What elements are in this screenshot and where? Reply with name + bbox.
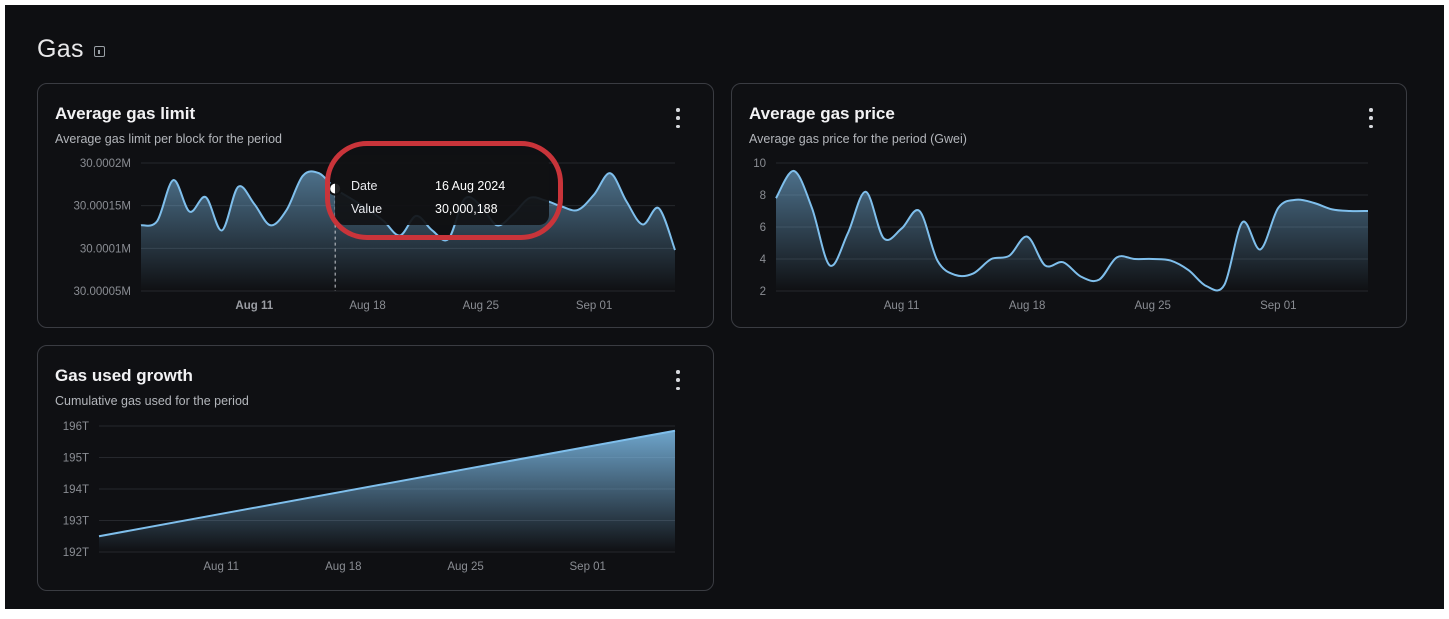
gas-used-chart[interactable]: 196T 195T 194T 193T 192T Aug 11 Aug 18 Aug 25 Se…: [38, 346, 715, 592]
info-icon[interactable]: [93, 46, 105, 57]
gas-dashboard: Gas Average gas limit Average gas limit …: [5, 5, 1444, 609]
gas-price-chart[interactable]: 10 8 6 4 2 Aug 11 Aug 18 Aug 25 Sep 01: [732, 84, 1408, 329]
y-tick-label: 194T: [63, 484, 89, 496]
y-tick-label: 10: [753, 158, 766, 170]
section-header: Gas: [37, 35, 105, 64]
card-subtitle: Cumulative gas used for the period: [55, 394, 249, 408]
card-subtitle: Average gas price for the period (Gwei): [749, 132, 967, 146]
y-tick-label: 2: [760, 286, 766, 298]
y-tick-label: 8: [760, 190, 766, 202]
x-tick-label: Aug 18: [1009, 300, 1045, 312]
tooltip-value-label: Value: [351, 202, 383, 216]
tooltip-date-label: Date: [351, 179, 378, 193]
x-tick-label: Aug 11: [203, 561, 239, 573]
x-tick-label: Aug 11: [884, 300, 920, 312]
y-tick-label: 6: [760, 222, 766, 234]
tooltip-value-value: 30,000,188: [435, 202, 498, 216]
more-options-icon[interactable]: [673, 108, 683, 128]
y-tick-label: 193T: [63, 516, 89, 528]
y-tick-label: 196T: [63, 421, 89, 433]
card-title: Gas used growth: [55, 366, 193, 385]
series-area: [99, 430, 675, 552]
series-line: [775, 170, 1369, 292]
y-tick-label: 30.0002M: [80, 158, 131, 170]
series-area: [776, 170, 1368, 291]
y-tick-label: 30.00015M: [73, 201, 131, 213]
series-line: [140, 170, 676, 251]
tooltip-date-value: 16 Aug 2024: [435, 179, 506, 193]
card-subtitle: Average gas limit per block for the peri…: [55, 132, 282, 146]
section-title: Gas: [37, 35, 84, 63]
x-tick-label: Sep 01: [1260, 300, 1296, 312]
card-title: Average gas price: [749, 104, 895, 123]
card-gas-used-growth: Gas used growth Cumulative gas used for …: [37, 345, 714, 591]
y-tick-label: 30.0001M: [80, 243, 131, 255]
y-tick-label: 195T: [63, 453, 89, 465]
x-tick-label: Sep 01: [570, 561, 606, 573]
x-tick-label: Aug 25: [1135, 300, 1171, 312]
y-tick-label: 192T: [63, 547, 89, 559]
card-average-gas-price: Average gas price Average gas price for …: [731, 83, 1407, 328]
x-tick-label: Aug 25: [447, 561, 483, 573]
x-tick-label: Aug 25: [463, 300, 499, 312]
y-tick-label: 30.00005M: [73, 286, 131, 298]
x-tick-label: Sep 01: [576, 300, 612, 312]
y-tick-label: 4: [760, 254, 767, 266]
series-line: [98, 429, 676, 538]
chart-tooltip: Date 16 Aug 2024 Value 30,000,188: [335, 155, 549, 225]
x-tick-label: Aug 11: [235, 300, 273, 312]
x-tick-label: Aug 18: [349, 300, 385, 312]
more-options-icon[interactable]: [1366, 108, 1376, 128]
x-tick-label: Aug 18: [325, 561, 361, 573]
more-options-icon[interactable]: [673, 370, 683, 390]
card-title: Average gas limit: [55, 104, 196, 123]
